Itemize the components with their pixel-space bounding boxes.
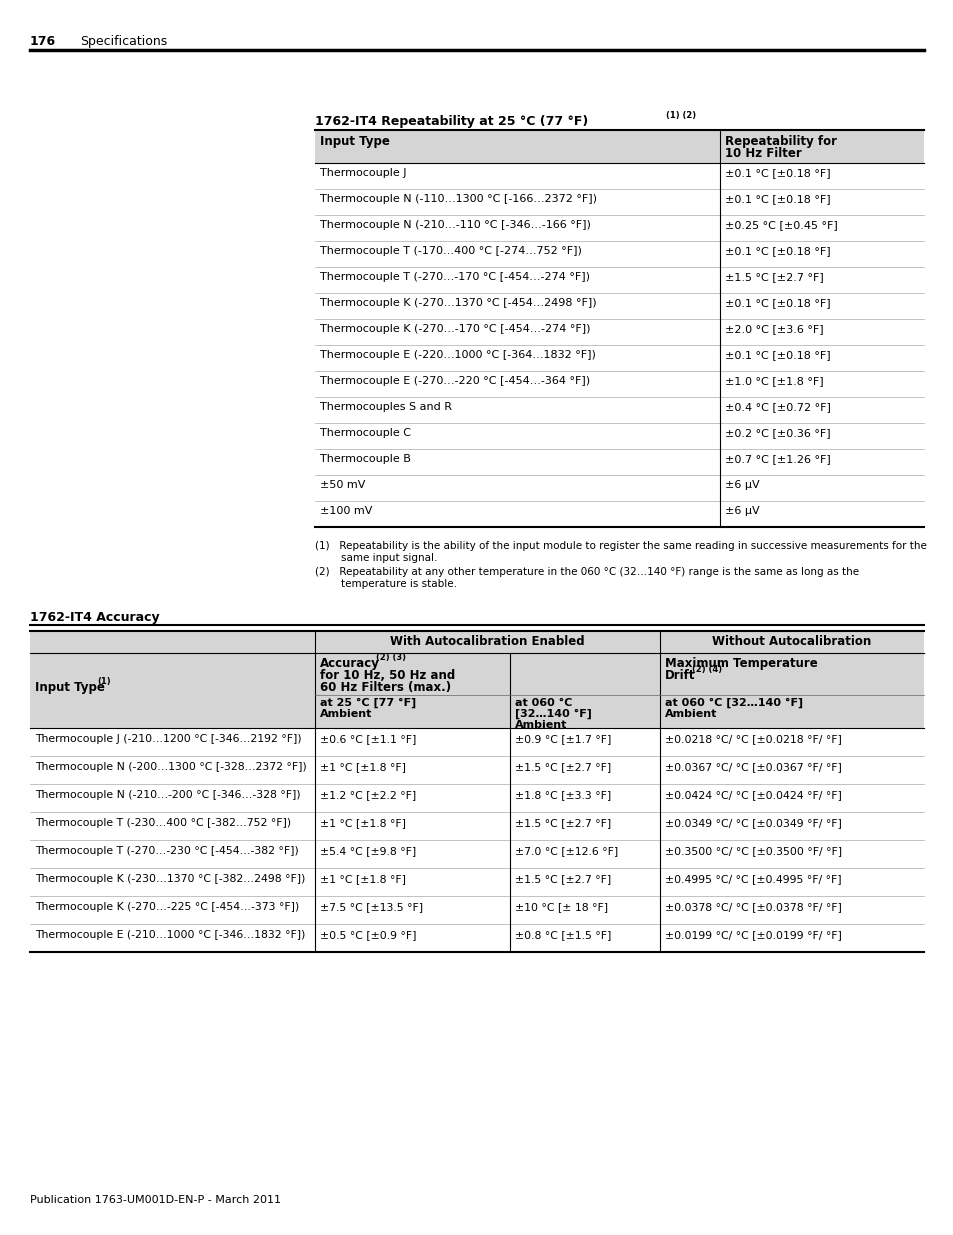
Text: Thermocouple N (-210…-200 °C [-346…-328 °F]): Thermocouple N (-210…-200 °C [-346…-328 …: [35, 790, 300, 800]
Text: ±0.1 °C [±0.18 °F]: ±0.1 °C [±0.18 °F]: [724, 298, 830, 308]
Text: ±0.4995 °C/ °C [±0.4995 °F/ °F]: ±0.4995 °C/ °C [±0.4995 °F/ °F]: [664, 874, 841, 884]
Text: ±1.5 °C [±2.7 °F]: ±1.5 °C [±2.7 °F]: [515, 762, 611, 772]
Text: ±1.5 °C [±2.7 °F]: ±1.5 °C [±2.7 °F]: [515, 874, 611, 884]
Text: Accuracy: Accuracy: [319, 657, 379, 671]
Text: ±0.3500 °C/ °C [±0.3500 °F/ °F]: ±0.3500 °C/ °C [±0.3500 °F/ °F]: [664, 846, 841, 856]
Text: With Autocalibration Enabled: With Autocalibration Enabled: [390, 635, 584, 648]
Text: 176: 176: [30, 35, 56, 48]
Text: ±1.0 °C [±1.8 °F]: ±1.0 °C [±1.8 °F]: [724, 375, 822, 387]
Text: (2)   Repeatability at any other temperature in the 0⁠60 °C (32…140 °F) range is: (2) Repeatability at any other temperatu…: [314, 567, 859, 589]
Text: Thermocouple B: Thermocouple B: [319, 454, 411, 464]
Text: ±0.0199 °C/ °C [±0.0199 °F/ °F]: ±0.0199 °C/ °C [±0.0199 °F/ °F]: [664, 930, 841, 940]
Text: ±50 mV: ±50 mV: [319, 480, 365, 490]
Text: Without Autocalibration: Without Autocalibration: [712, 635, 871, 648]
Text: ±0.1 °C [±0.18 °F]: ±0.1 °C [±0.18 °F]: [724, 168, 830, 178]
Text: Thermocouple N (-200…1300 °C [-328…2372 °F]): Thermocouple N (-200…1300 °C [-328…2372 …: [35, 762, 307, 772]
Text: ±0.1 °C [±0.18 °F]: ±0.1 °C [±0.18 °F]: [724, 246, 830, 256]
Text: ±5.4 °C [±9.8 °F]: ±5.4 °C [±9.8 °F]: [319, 846, 416, 856]
Text: ±1.5 °C [±2.7 °F]: ±1.5 °C [±2.7 °F]: [515, 818, 611, 827]
Text: Ambient: Ambient: [664, 709, 717, 719]
Text: Publication 1763-UM001D-EN-P - March 2011: Publication 1763-UM001D-EN-P - March 201…: [30, 1195, 281, 1205]
Text: Thermocouple T (-270…-230 °C [-454…-382 °F]): Thermocouple T (-270…-230 °C [-454…-382 …: [35, 846, 298, 856]
Text: ±0.0378 °C/ °C [±0.0378 °F/ °F]: ±0.0378 °C/ °C [±0.0378 °F/ °F]: [664, 902, 841, 911]
Text: Thermocouple C: Thermocouple C: [319, 429, 411, 438]
Text: Thermocouple N (-210…-110 °C [-346…-166 °F]): Thermocouple N (-210…-110 °C [-346…-166 …: [319, 220, 590, 230]
Text: ±0.25 °C [±0.45 °F]: ±0.25 °C [±0.45 °F]: [724, 220, 837, 230]
Text: ±0.1 °C [±0.18 °F]: ±0.1 °C [±0.18 °F]: [724, 194, 830, 204]
Text: Thermocouple T (-270…-170 °C [-454…-274 °F]): Thermocouple T (-270…-170 °C [-454…-274 …: [319, 272, 589, 282]
Text: (2) (3): (2) (3): [375, 653, 406, 662]
Text: at 0⁠60 °C: at 0⁠60 °C: [515, 698, 572, 708]
Text: ±0.4 °C [±0.72 °F]: ±0.4 °C [±0.72 °F]: [724, 403, 830, 412]
Text: Thermocouple J (-210…1200 °C [-346…2192 °F]): Thermocouple J (-210…1200 °C [-346…2192 …: [35, 734, 301, 743]
Text: ±0.0349 °C/ °C [±0.0349 °F/ °F]: ±0.0349 °C/ °C [±0.0349 °F/ °F]: [664, 818, 841, 827]
Text: ±0.2 °C [±0.36 °F]: ±0.2 °C [±0.36 °F]: [724, 429, 830, 438]
Text: Input Type: Input Type: [35, 680, 105, 694]
Text: ±7.5 °C [±13.5 °F]: ±7.5 °C [±13.5 °F]: [319, 902, 423, 911]
Text: (1): (1): [97, 677, 111, 685]
Text: Thermocouple T (-170…400 °C [-274…752 °F]): Thermocouple T (-170…400 °C [-274…752 °F…: [319, 246, 581, 256]
Text: ±1.2 °C [±2.2 °F]: ±1.2 °C [±2.2 °F]: [319, 790, 416, 800]
Text: Thermocouple N (-110…1300 °C [-166…2372 °F]): Thermocouple N (-110…1300 °C [-166…2372 …: [319, 194, 597, 204]
Text: 60 Hz Filters (max.): 60 Hz Filters (max.): [319, 680, 451, 694]
Text: (1)   Repeatability is the ability of the input module to register the same read: (1) Repeatability is the ability of the …: [314, 541, 926, 563]
Text: for 10 Hz, 50 Hz and: for 10 Hz, 50 Hz and: [319, 669, 455, 682]
Text: ±1.8 °C [±3.3 °F]: ±1.8 °C [±3.3 °F]: [515, 790, 611, 800]
Text: ±10 °C [± 18 °F]: ±10 °C [± 18 °F]: [515, 902, 607, 911]
Text: ±0.6 °C [±1.1 °F]: ±0.6 °C [±1.1 °F]: [319, 734, 416, 743]
Text: ±1.5 °C [±2.7 °F]: ±1.5 °C [±2.7 °F]: [724, 272, 822, 282]
Text: Specifications: Specifications: [80, 35, 167, 48]
Text: Thermocouple K (-230…1370 °C [-382…2498 °F]): Thermocouple K (-230…1370 °C [-382…2498 …: [35, 874, 305, 884]
Text: Repeatability for: Repeatability for: [724, 135, 836, 148]
Text: ±0.5 °C [±0.9 °F]: ±0.5 °C [±0.9 °F]: [319, 930, 416, 940]
Text: at 25 °C [77 °F]: at 25 °C [77 °F]: [319, 698, 416, 709]
Bar: [314, 130, 923, 163]
Text: ±0.0367 °C/ °C [±0.0367 °F/ °F]: ±0.0367 °C/ °C [±0.0367 °F/ °F]: [664, 762, 841, 772]
Text: ±6 μV: ±6 μV: [724, 506, 759, 516]
Text: Thermocouple K (-270…-225 °C [-454…-373 °F]): Thermocouple K (-270…-225 °C [-454…-373 …: [35, 902, 299, 911]
Text: at 0⁠60 °C [32…140 °F]: at 0⁠60 °C [32…140 °F]: [664, 698, 802, 709]
Text: Ambient: Ambient: [515, 720, 567, 730]
Text: ±100 mV: ±100 mV: [319, 506, 372, 516]
Text: Thermocouple K (-270…1370 °C [-454…2498 °F]): Thermocouple K (-270…1370 °C [-454…2498 …: [319, 298, 596, 308]
Text: Drift: Drift: [664, 669, 695, 682]
Text: ±2.0 °C [±3.6 °F]: ±2.0 °C [±3.6 °F]: [724, 324, 822, 333]
Bar: [30, 653, 923, 727]
Text: Thermocouple E (-210…1000 °C [-346…1832 °F]): Thermocouple E (-210…1000 °C [-346…1832 …: [35, 930, 305, 940]
Text: ±0.8 °C [±1.5 °F]: ±0.8 °C [±1.5 °F]: [515, 930, 611, 940]
Text: Thermocouple J: Thermocouple J: [319, 168, 406, 178]
Text: (1) (2): (1) (2): [665, 111, 696, 120]
Text: 10 Hz Filter: 10 Hz Filter: [724, 147, 801, 161]
Text: Input Type: Input Type: [319, 135, 390, 148]
Text: Thermocouples S and R: Thermocouples S and R: [319, 403, 452, 412]
Text: ±0.0424 °C/ °C [±0.0424 °F/ °F]: ±0.0424 °C/ °C [±0.0424 °F/ °F]: [664, 790, 841, 800]
Text: Thermocouple T (-230…400 °C [-382…752 °F]): Thermocouple T (-230…400 °C [-382…752 °F…: [35, 818, 291, 827]
Text: ±0.7 °C [±1.26 °F]: ±0.7 °C [±1.26 °F]: [724, 454, 830, 464]
Text: 1762-IT4 Repeatability at 25 °C (77 °F): 1762-IT4 Repeatability at 25 °C (77 °F): [314, 115, 588, 128]
Text: 1762-IT4 Accuracy: 1762-IT4 Accuracy: [30, 611, 159, 624]
Text: [32…140 °F]: [32…140 °F]: [515, 709, 591, 719]
Text: ±0.0218 °C/ °C [±0.0218 °F/ °F]: ±0.0218 °C/ °C [±0.0218 °F/ °F]: [664, 734, 841, 743]
Text: (2) (4): (2) (4): [691, 664, 721, 674]
Text: ±0.1 °C [±0.18 °F]: ±0.1 °C [±0.18 °F]: [724, 350, 830, 359]
Text: Maximum Temperature: Maximum Temperature: [664, 657, 817, 671]
Text: ±1 °C [±1.8 °F]: ±1 °C [±1.8 °F]: [319, 818, 406, 827]
Text: ±6 μV: ±6 μV: [724, 480, 759, 490]
Bar: [30, 631, 923, 653]
Text: ±0.9 °C [±1.7 °F]: ±0.9 °C [±1.7 °F]: [515, 734, 611, 743]
Text: ±7.0 °C [±12.6 °F]: ±7.0 °C [±12.6 °F]: [515, 846, 618, 856]
Text: Thermocouple K (-270…-170 °C [-454…-274 °F]): Thermocouple K (-270…-170 °C [-454…-274 …: [319, 324, 590, 333]
Text: Thermocouple E (-220…1000 °C [-364…1832 °F]): Thermocouple E (-220…1000 °C [-364…1832 …: [319, 350, 596, 359]
Text: ±1 °C [±1.8 °F]: ±1 °C [±1.8 °F]: [319, 874, 406, 884]
Text: Ambient: Ambient: [319, 709, 372, 719]
Text: ±1 °C [±1.8 °F]: ±1 °C [±1.8 °F]: [319, 762, 406, 772]
Text: Thermocouple E (-270…-220 °C [-454…-364 °F]): Thermocouple E (-270…-220 °C [-454…-364 …: [319, 375, 590, 387]
